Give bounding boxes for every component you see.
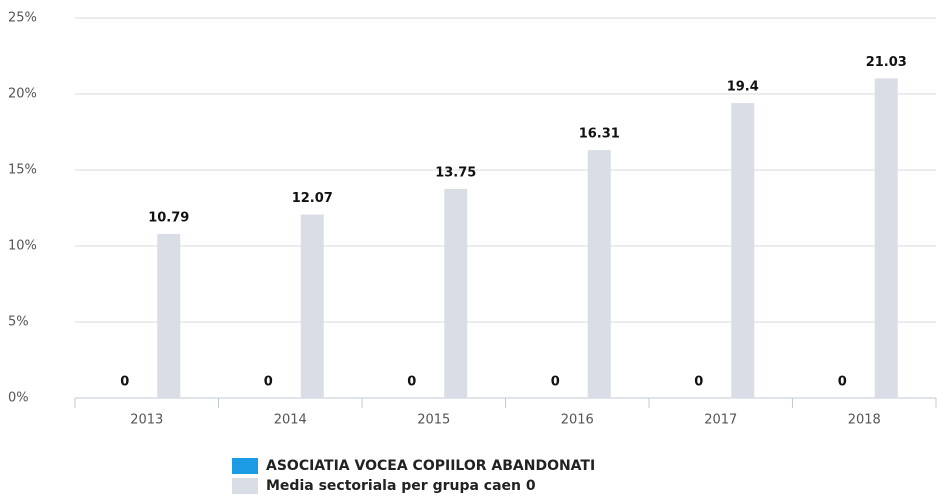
data-label: 0: [551, 375, 560, 390]
bar: [300, 214, 324, 398]
bar: [157, 233, 181, 398]
bar: [731, 103, 755, 399]
data-label: 0: [407, 375, 416, 390]
bar: [587, 150, 611, 398]
x-tick-label: 2017: [704, 413, 737, 428]
x-tick-label: 2018: [848, 413, 881, 428]
bar: [874, 78, 898, 399]
y-tick-label: 15%: [8, 163, 37, 178]
y-tick-label: 0%: [8, 391, 29, 406]
data-label: 0: [838, 375, 847, 390]
data-label: 21.03: [866, 55, 907, 70]
data-label: 16.31: [579, 127, 620, 142]
x-tick-label: 2015: [417, 413, 450, 428]
x-tick-label: 2016: [561, 413, 594, 428]
data-label: 0: [694, 375, 703, 390]
legend-label: Media sectoriala per grupa caen 0: [266, 478, 536, 494]
y-tick-label: 10%: [8, 239, 37, 254]
legend-label: ASOCIATIA VOCEA COPIILOR ABANDONATI: [266, 458, 595, 474]
y-tick-label: 20%: [8, 87, 37, 102]
x-tick-label: 2013: [130, 413, 163, 428]
bar: [444, 189, 468, 398]
data-label: 0: [120, 375, 129, 390]
y-tick-label: 25%: [8, 11, 37, 26]
data-label: 10.79: [148, 210, 189, 225]
x-tick-label: 2014: [274, 413, 307, 428]
data-label: 19.4: [727, 80, 759, 95]
data-label: 12.07: [292, 191, 333, 206]
legend-swatch: [232, 478, 258, 494]
y-tick-label: 5%: [8, 315, 29, 330]
data-label: 13.75: [435, 166, 476, 181]
data-label: 0: [264, 375, 273, 390]
legend-swatch: [232, 458, 258, 474]
